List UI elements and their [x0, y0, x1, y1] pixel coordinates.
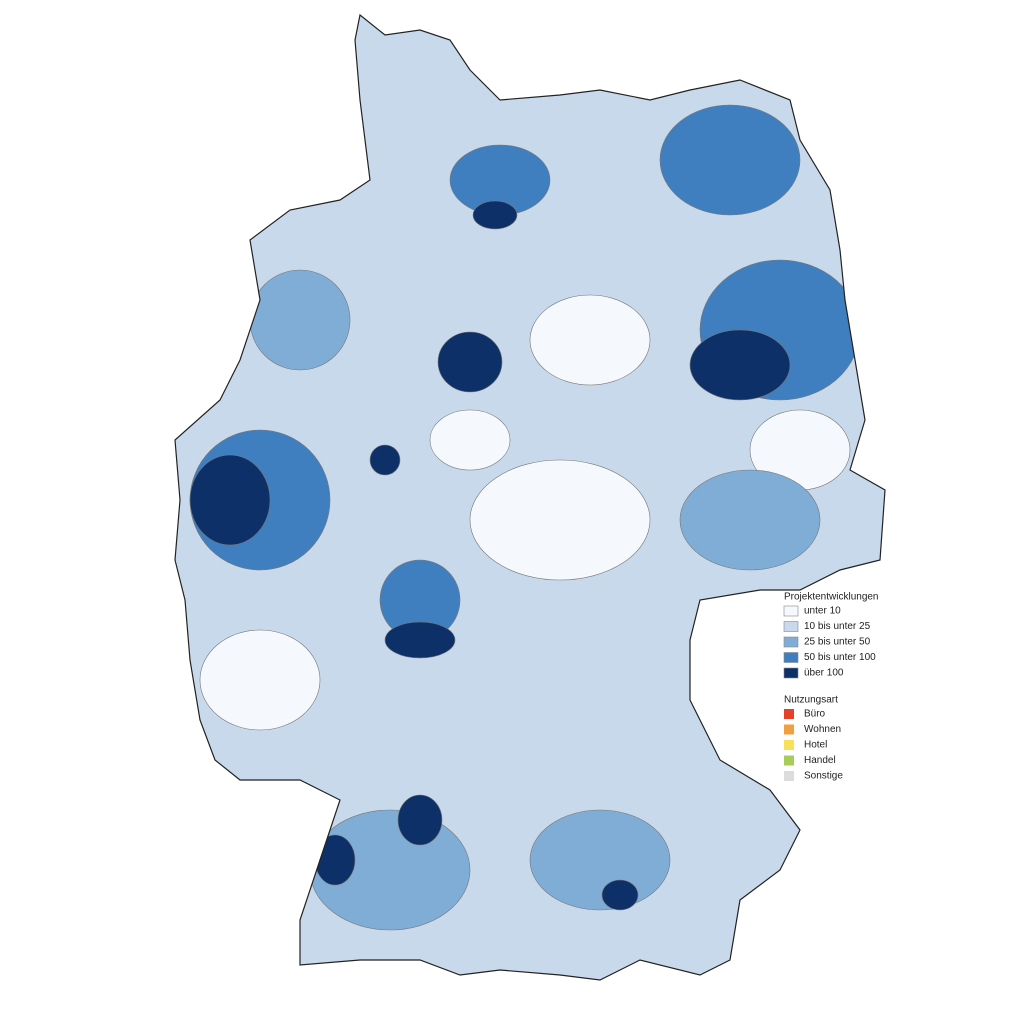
legend-swatch: [784, 771, 794, 781]
regions: [189, 104, 861, 931]
legend-label: Hotel: [804, 740, 827, 751]
legend: Projektentwicklungen unter 10 10 bis unter…: [783, 592, 879, 782]
legend-label: Handel: [804, 755, 836, 766]
legend-label: unter 10: [804, 606, 841, 617]
legend-swatch: [783, 636, 799, 648]
legend-swatch: [783, 621, 799, 632]
legend-swatch: [783, 652, 799, 663]
legend-swatch: [784, 709, 794, 719]
legend-swatch: [784, 724, 794, 735]
legend-swatch: [783, 605, 799, 617]
legend-title: Projektentwicklungen: [784, 592, 879, 603]
legend-label: Sonstige: [804, 771, 843, 782]
legend-swatch: [784, 740, 794, 750]
border: [174, 13, 886, 981]
legend-swatch: [783, 667, 799, 679]
legend-swatch: [784, 755, 794, 766]
legend-title: Nutzungsart: [784, 695, 838, 706]
legend-label: Büro: [804, 709, 826, 720]
legend-label: Wohnen: [804, 724, 841, 735]
legend-label: 10 bis unter 25: [804, 621, 871, 632]
legend-label: 25 bis unter 50: [804, 637, 871, 648]
legend-label: 50 bis unter 100: [804, 652, 876, 663]
legend-label: über 100: [804, 668, 844, 679]
